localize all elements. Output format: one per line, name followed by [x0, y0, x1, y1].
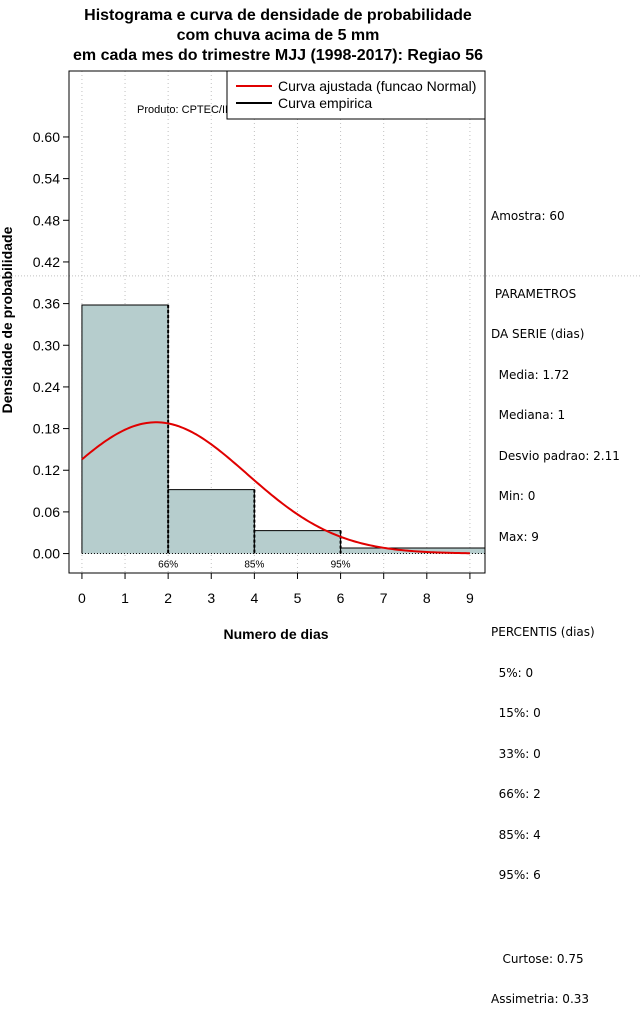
- x-tick-label: 3: [207, 590, 215, 606]
- histogram-bar: [168, 489, 255, 554]
- stat-p85: 85%: 4: [491, 827, 541, 842]
- stat-media: Media: 1.72: [491, 367, 570, 382]
- y-tick-label: 0.24: [33, 379, 60, 395]
- stat-max: Max: 9: [491, 529, 539, 544]
- x-tick-label: 4: [250, 590, 258, 606]
- stat-min: Min: 0: [491, 489, 536, 503]
- x-axis-label: Numero de dias: [223, 626, 328, 642]
- y-tick-label: 0.06: [33, 504, 60, 520]
- legend-label-fitted: Curva ajustada (funcao Normal): [278, 78, 476, 94]
- stat-p5: 5%: 0: [491, 665, 534, 680]
- chart-title: Histograma e curva de densidade de proba…: [0, 6, 556, 66]
- y-tick-label: 0.48: [33, 212, 60, 228]
- x-tick-label: 1: [121, 590, 129, 606]
- y-tick-label: 0.18: [33, 421, 60, 437]
- percentile-label: 95%: [331, 560, 351, 571]
- legend-box: [226, 70, 486, 120]
- stat-p15: 15%: 0: [491, 706, 541, 720]
- stat-p95: 95%: 6: [491, 868, 541, 882]
- stat-percentis-title: PERCENTIS (dias): [491, 625, 595, 639]
- stat-desvio: Desvio padrao: 2.11: [491, 448, 620, 463]
- x-tick-label: 9: [466, 590, 474, 606]
- y-tick-label: 0.12: [33, 462, 60, 478]
- fitted-normal-curve: [81, 421, 470, 555]
- percentile-label: 66%: [158, 560, 178, 571]
- title-line-2: com chuva acima de 5 mm: [176, 27, 380, 44]
- bars-layer: [81, 304, 486, 555]
- stat-p33: 33%: 0: [491, 746, 541, 761]
- stat-amostra: Amostra: 60: [491, 209, 565, 223]
- x-tick-label: 6: [337, 590, 345, 606]
- title-line-1: Histograma e curva de densidade de proba…: [84, 7, 472, 24]
- legend-label-empirical: Curva empirica: [278, 95, 372, 111]
- percentile-label: 85%: [244, 560, 264, 571]
- y-tick-label: 0.30: [33, 337, 60, 353]
- y-tick-label: 0.54: [33, 171, 60, 187]
- x-tick-label: 5: [294, 590, 302, 606]
- y-tick-label: 0.42: [33, 254, 60, 270]
- histogram-bar: [254, 530, 341, 554]
- y-tick-label: 0.60: [33, 129, 60, 145]
- histogram-bar-outline: [81, 304, 169, 554]
- legend: Curva ajustada (funcao Normal) Curva emp…: [226, 70, 486, 120]
- stats-panel: Amostra: 60 PARAMETROS DA SERIE (dias) M…: [491, 183, 620, 1020]
- stat-curtose: Curtose: 0.75: [491, 951, 584, 966]
- stat-parametros-subtitle: DA SERIE (dias): [491, 327, 585, 341]
- produto-label: Produto: CPTEC/INPE: [137, 104, 248, 116]
- x-tick-label: 8: [423, 590, 431, 606]
- y-tick-label: 0.36: [33, 296, 60, 312]
- marks-layer: 66% 85% 95%: [81, 304, 470, 571]
- x-tick-label: 2: [164, 590, 172, 606]
- stat-p66: 66%: 2: [491, 787, 541, 801]
- x-tick-label: 0: [78, 590, 86, 606]
- stat-mediana: Mediana: 1: [491, 408, 566, 422]
- stat-assimetria: Assimetria: 0.33: [491, 992, 590, 1006]
- histogram-chart: 66% 85% 95% 0.00 0.06 0.12 0.18 0.24 0.30 0.36 0.…: [0, 70, 640, 642]
- y-tick-label: 0.00: [33, 546, 60, 562]
- stat-parametros-title: PARAMETROS: [491, 286, 577, 301]
- x-tick-label: 7: [380, 590, 388, 606]
- y-axis-label: Densidade de probabilidade: [0, 226, 15, 413]
- title-line-3: em cada mes do trimestre MJJ (1998-2017)…: [73, 47, 483, 64]
